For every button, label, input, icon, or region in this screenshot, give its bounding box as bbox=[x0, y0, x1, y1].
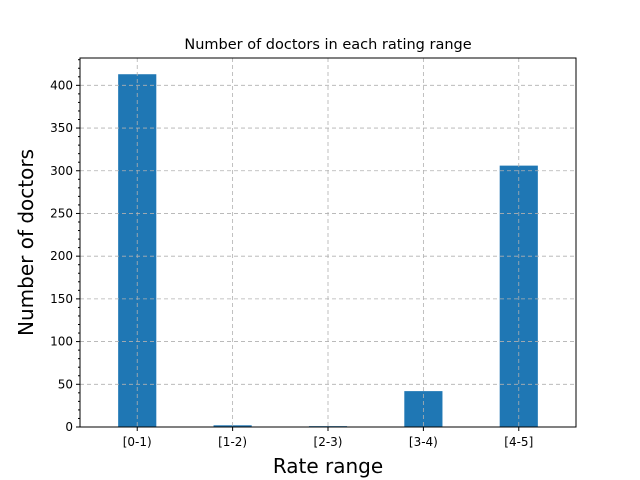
x-tick-label: [1-2) bbox=[218, 435, 247, 449]
chart-title: Number of doctors in each rating range bbox=[184, 37, 471, 53]
y-tick-label: 350 bbox=[50, 121, 73, 135]
y-tick-label: 100 bbox=[50, 335, 73, 349]
y-axis-label: Number of doctors bbox=[14, 149, 38, 336]
y-tick-label: 250 bbox=[50, 206, 73, 220]
x-tick-label: [4-5] bbox=[504, 435, 533, 449]
x-axis: [0-1) [1-2) [2-3) [3-4) [4-5] bbox=[123, 427, 533, 449]
y-tick-label: 400 bbox=[50, 78, 73, 92]
y-axis: 0 50 100 150 200 250 300 350 400 bbox=[50, 59, 80, 434]
y-tick-label: 0 bbox=[65, 420, 73, 434]
y-tick-label: 150 bbox=[50, 292, 73, 306]
y-tick-label: 200 bbox=[50, 249, 73, 263]
x-tick-label: [3-4) bbox=[409, 435, 438, 449]
x-tick-label: [2-3) bbox=[314, 435, 343, 449]
bar bbox=[213, 425, 252, 427]
x-tick-label: [0-1) bbox=[123, 435, 152, 449]
y-tick-label: 50 bbox=[58, 377, 73, 391]
x-grid bbox=[136, 58, 520, 427]
y-tick-label: 300 bbox=[50, 164, 73, 178]
x-axis-label: Rate range bbox=[273, 454, 383, 478]
